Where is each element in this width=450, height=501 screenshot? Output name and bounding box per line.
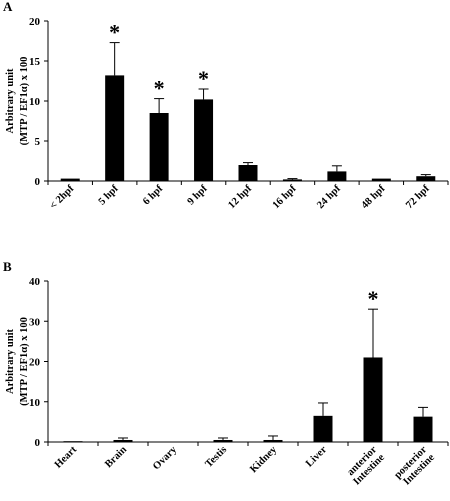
x-tick-label-line: Liver	[304, 444, 329, 469]
y-axis-label: Arbitrary unit	[5, 328, 16, 394]
x-tick-label-line: Kidney	[248, 444, 279, 475]
x-tick-label: posteriorIntestine	[392, 444, 437, 489]
x-tick-label: Testis	[203, 444, 229, 470]
bar	[213, 439, 233, 442]
significance-marker: *	[198, 66, 209, 91]
bar	[371, 178, 391, 181]
significance-marker: *	[109, 20, 120, 45]
y-tick-label: 0	[35, 437, 41, 449]
panel-a: A Arbitrary unit (MTP / EF1α) x 100 0 5 10 15 2…	[3, 0, 449, 212]
x-tick-label-line: 72 hpf	[404, 183, 432, 211]
significance-marker: *	[154, 76, 165, 101]
x-tick-label: 12 hpf	[226, 183, 254, 211]
bar	[363, 357, 383, 442]
x-tick-label: 16 hpf	[271, 183, 299, 211]
x-tick-label-line: Heart	[53, 444, 80, 471]
panel-label: A	[3, 0, 13, 14]
bar	[313, 415, 333, 442]
bar	[413, 416, 433, 442]
y-axis-label: (MTP / EF1α) x 100	[19, 317, 30, 406]
bar	[149, 113, 169, 181]
y-tick-label: 20	[29, 357, 41, 369]
y-tick-label: 20	[29, 16, 41, 28]
x-tick-label-line: 48 hpf	[360, 183, 388, 211]
y-axis-label: Arbitrary unit	[5, 68, 16, 134]
x-tick-label-line: 5 hpf	[97, 183, 121, 207]
y-tick-label: 30	[29, 316, 41, 328]
y-tick-label: 10	[29, 96, 41, 108]
bar	[113, 439, 133, 442]
bar	[105, 75, 125, 181]
x-tick-label-line: < 2hpf	[48, 183, 77, 212]
x-tick-label-line: 6 hpf	[141, 183, 165, 207]
x-tick-label: Ovary	[151, 444, 180, 473]
x-tick-label-line: 24 hpf	[315, 183, 343, 211]
x-tick-label: 48 hpf	[360, 183, 388, 211]
bar	[263, 439, 283, 442]
bar	[327, 171, 347, 181]
x-tick-label: Kidney	[248, 444, 279, 475]
x-tick-label-line: Brain	[103, 444, 129, 470]
bar	[60, 178, 80, 181]
x-tick-label-line: 12 hpf	[226, 183, 254, 211]
bar	[63, 441, 83, 442]
y-tick-label: 10	[29, 397, 41, 409]
x-tick-label: 72 hpf	[404, 183, 432, 211]
x-tick-label-line: Testis	[203, 444, 229, 470]
bar	[238, 165, 258, 181]
x-tick-label: 6 hpf	[141, 183, 165, 207]
x-tick-label: 5 hpf	[97, 183, 121, 207]
y-tick-label: 0	[35, 176, 41, 188]
bar	[282, 179, 302, 181]
x-tick-label-line: 9 hpf	[186, 183, 210, 207]
bar	[194, 99, 214, 181]
x-tick-label: 24 hpf	[315, 183, 343, 211]
y-tick-label: 40	[29, 276, 41, 288]
significance-marker: *	[368, 286, 379, 311]
x-tick-label: Heart	[53, 444, 80, 471]
x-tick-label: anteriorIntestine	[344, 444, 387, 487]
panel-b: B Arbitrary unit (MTP / EF1α) x 100 0 10 20 30…	[3, 259, 449, 489]
x-tick-label: Liver	[304, 444, 329, 469]
x-tick-label-line: Ovary	[151, 444, 180, 473]
x-tick-label: Brain	[103, 444, 129, 470]
y-tick-label: 5	[35, 136, 41, 148]
x-tick-label: < 2hpf	[48, 183, 77, 212]
bar	[416, 176, 436, 181]
x-tick-label: 9 hpf	[186, 183, 210, 207]
y-axis-label: (MTP / EF1α) x 100	[19, 57, 30, 146]
y-tick-label: 15	[29, 56, 41, 68]
panel-label: B	[3, 259, 12, 274]
x-tick-label-line: 16 hpf	[271, 183, 299, 211]
